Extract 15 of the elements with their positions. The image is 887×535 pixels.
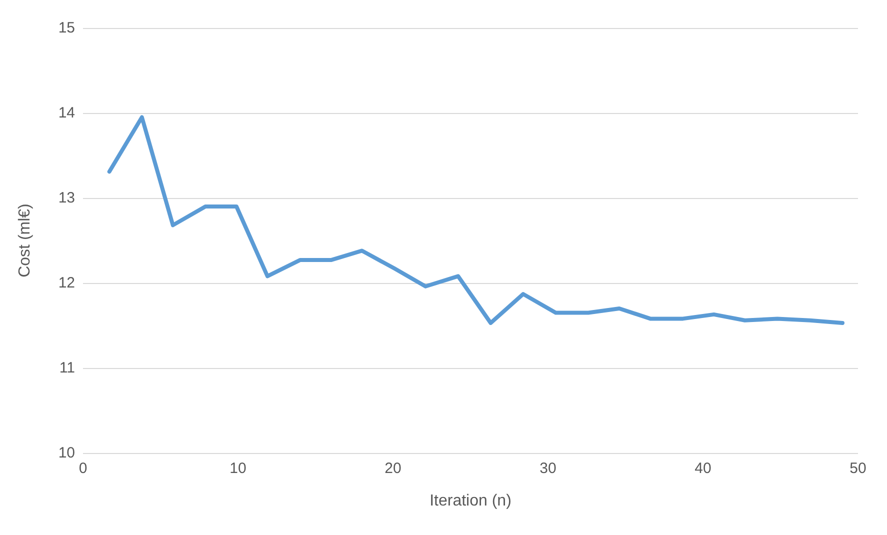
y-tick-label: 12 [58, 274, 75, 292]
x-tick-label: 0 [78, 460, 88, 477]
x-tick-label: 50 [850, 460, 866, 477]
x-tick-label: 40 [694, 460, 712, 477]
x-tick-label: 10 [230, 460, 246, 477]
y-axis-title: Cost (ml€) [16, 204, 34, 278]
y-tick-label: 10 [58, 444, 75, 462]
y-tick-label: 11 [59, 360, 75, 376]
x-tick-label: 20 [384, 460, 402, 477]
x-axis-title: Iteration (n) [430, 492, 512, 510]
y-tick-label: 15 [58, 20, 75, 36]
line-series [107, 115, 844, 325]
x-tick-label: 30 [540, 460, 556, 477]
y-tick-label: 14 [58, 104, 75, 122]
y-tick-label: 13 [58, 190, 75, 206]
